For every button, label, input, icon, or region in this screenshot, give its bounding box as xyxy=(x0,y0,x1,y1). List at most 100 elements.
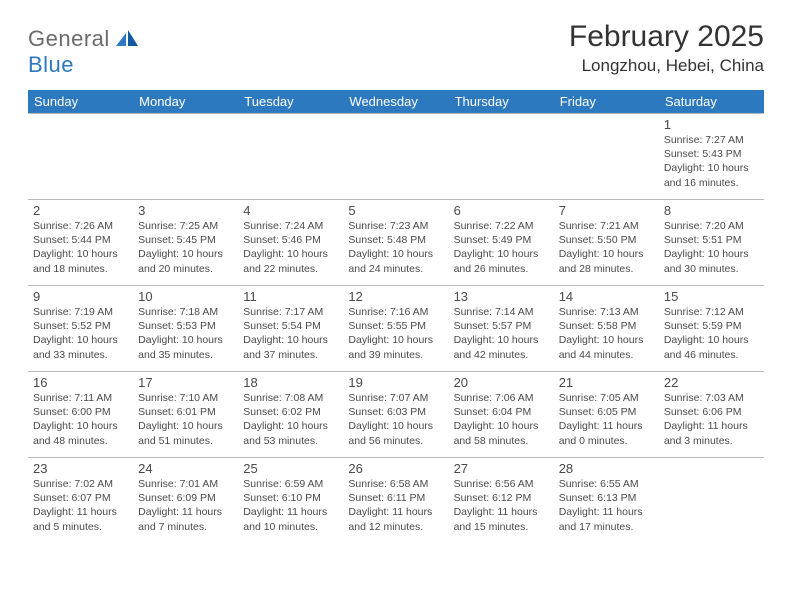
day-ss: Sunset: 6:09 PM xyxy=(138,491,233,505)
day-info: Sunrise: 7:26 AMSunset: 5:44 PMDaylight:… xyxy=(33,219,128,276)
day-dl1: Daylight: 10 hours xyxy=(348,247,443,261)
day-info: Sunrise: 7:06 AMSunset: 6:04 PMDaylight:… xyxy=(454,391,549,448)
day-info: Sunrise: 7:13 AMSunset: 5:58 PMDaylight:… xyxy=(559,305,654,362)
day-sr: Sunrise: 7:20 AM xyxy=(664,219,759,233)
day-dl2: and 33 minutes. xyxy=(33,348,128,362)
day-sr: Sunrise: 6:55 AM xyxy=(559,477,654,491)
calendar-day-cell xyxy=(554,114,659,200)
day-ss: Sunset: 6:06 PM xyxy=(664,405,759,419)
day-number: 3 xyxy=(138,203,233,218)
day-info: Sunrise: 7:02 AMSunset: 6:07 PMDaylight:… xyxy=(33,477,128,534)
day-info: Sunrise: 7:21 AMSunset: 5:50 PMDaylight:… xyxy=(559,219,654,276)
day-sr: Sunrise: 7:02 AM xyxy=(33,477,128,491)
day-dl2: and 26 minutes. xyxy=(454,262,549,276)
day-dl2: and 5 minutes. xyxy=(33,520,128,534)
day-number: 9 xyxy=(33,289,128,304)
day-ss: Sunset: 6:04 PM xyxy=(454,405,549,419)
day-sr: Sunrise: 7:24 AM xyxy=(243,219,338,233)
day-dl2: and 17 minutes. xyxy=(559,520,654,534)
day-info: Sunrise: 7:05 AMSunset: 6:05 PMDaylight:… xyxy=(559,391,654,448)
day-number: 20 xyxy=(454,375,549,390)
day-dl2: and 37 minutes. xyxy=(243,348,338,362)
day-dl1: Daylight: 10 hours xyxy=(454,333,549,347)
day-dl2: and 51 minutes. xyxy=(138,434,233,448)
day-sr: Sunrise: 7:23 AM xyxy=(348,219,443,233)
day-sr: Sunrise: 7:03 AM xyxy=(664,391,759,405)
weekday-header: Friday xyxy=(554,90,659,114)
page-header: General Blue February 2025 Longzhou, Heb… xyxy=(28,20,764,78)
day-info: Sunrise: 7:18 AMSunset: 5:53 PMDaylight:… xyxy=(138,305,233,362)
day-dl1: Daylight: 10 hours xyxy=(664,247,759,261)
day-ss: Sunset: 5:43 PM xyxy=(664,147,759,161)
day-sr: Sunrise: 7:01 AM xyxy=(138,477,233,491)
day-sr: Sunrise: 7:13 AM xyxy=(559,305,654,319)
logo-word2: Blue xyxy=(28,52,74,77)
day-number: 2 xyxy=(33,203,128,218)
day-ss: Sunset: 5:44 PM xyxy=(33,233,128,247)
day-sr: Sunrise: 7:07 AM xyxy=(348,391,443,405)
weekday-header: Sunday xyxy=(28,90,133,114)
day-dl2: and 10 minutes. xyxy=(243,520,338,534)
day-number: 24 xyxy=(138,461,233,476)
calendar-day-cell: 7Sunrise: 7:21 AMSunset: 5:50 PMDaylight… xyxy=(554,200,659,286)
weekday-header: Wednesday xyxy=(343,90,448,114)
day-dl2: and 0 minutes. xyxy=(559,434,654,448)
day-sr: Sunrise: 7:25 AM xyxy=(138,219,233,233)
calendar-head: Sunday Monday Tuesday Wednesday Thursday… xyxy=(28,90,764,114)
calendar-day-cell: 14Sunrise: 7:13 AMSunset: 5:58 PMDayligh… xyxy=(554,286,659,372)
calendar-week-row: 2Sunrise: 7:26 AMSunset: 5:44 PMDaylight… xyxy=(28,200,764,286)
day-ss: Sunset: 5:53 PM xyxy=(138,319,233,333)
day-ss: Sunset: 6:12 PM xyxy=(454,491,549,505)
day-ss: Sunset: 5:46 PM xyxy=(243,233,338,247)
calendar-day-cell: 3Sunrise: 7:25 AMSunset: 5:45 PMDaylight… xyxy=(133,200,238,286)
day-info: Sunrise: 6:59 AMSunset: 6:10 PMDaylight:… xyxy=(243,477,338,534)
day-number: 14 xyxy=(559,289,654,304)
day-dl2: and 35 minutes. xyxy=(138,348,233,362)
day-info: Sunrise: 7:20 AMSunset: 5:51 PMDaylight:… xyxy=(664,219,759,276)
weekday-header: Saturday xyxy=(659,90,764,114)
calendar-day-cell: 9Sunrise: 7:19 AMSunset: 5:52 PMDaylight… xyxy=(28,286,133,372)
day-info: Sunrise: 7:14 AMSunset: 5:57 PMDaylight:… xyxy=(454,305,549,362)
day-dl1: Daylight: 10 hours xyxy=(243,247,338,261)
day-ss: Sunset: 5:58 PM xyxy=(559,319,654,333)
day-ss: Sunset: 5:54 PM xyxy=(243,319,338,333)
day-dl1: Daylight: 10 hours xyxy=(33,333,128,347)
calendar-day-cell: 8Sunrise: 7:20 AMSunset: 5:51 PMDaylight… xyxy=(659,200,764,286)
calendar-day-cell xyxy=(28,114,133,200)
day-sr: Sunrise: 6:59 AM xyxy=(243,477,338,491)
day-ss: Sunset: 6:13 PM xyxy=(559,491,654,505)
weekday-header: Monday xyxy=(133,90,238,114)
day-info: Sunrise: 7:23 AMSunset: 5:48 PMDaylight:… xyxy=(348,219,443,276)
day-dl1: Daylight: 10 hours xyxy=(138,333,233,347)
day-dl1: Daylight: 10 hours xyxy=(348,419,443,433)
day-ss: Sunset: 5:49 PM xyxy=(454,233,549,247)
day-info: Sunrise: 7:12 AMSunset: 5:59 PMDaylight:… xyxy=(664,305,759,362)
day-number: 18 xyxy=(243,375,338,390)
day-number: 25 xyxy=(243,461,338,476)
day-ss: Sunset: 5:50 PM xyxy=(559,233,654,247)
day-dl2: and 58 minutes. xyxy=(454,434,549,448)
day-info: Sunrise: 7:22 AMSunset: 5:49 PMDaylight:… xyxy=(454,219,549,276)
day-dl1: Daylight: 10 hours xyxy=(348,333,443,347)
day-dl2: and 22 minutes. xyxy=(243,262,338,276)
calendar-day-cell: 16Sunrise: 7:11 AMSunset: 6:00 PMDayligh… xyxy=(28,372,133,458)
calendar-day-cell: 27Sunrise: 6:56 AMSunset: 6:12 PMDayligh… xyxy=(449,458,554,544)
day-sr: Sunrise: 7:21 AM xyxy=(559,219,654,233)
calendar-day-cell: 19Sunrise: 7:07 AMSunset: 6:03 PMDayligh… xyxy=(343,372,448,458)
day-dl2: and 30 minutes. xyxy=(664,262,759,276)
day-dl1: Daylight: 11 hours xyxy=(33,505,128,519)
day-dl1: Daylight: 10 hours xyxy=(454,419,549,433)
day-dl2: and 24 minutes. xyxy=(348,262,443,276)
day-number: 23 xyxy=(33,461,128,476)
logo-sail-icon xyxy=(116,30,138,46)
day-ss: Sunset: 6:05 PM xyxy=(559,405,654,419)
calendar-day-cell: 26Sunrise: 6:58 AMSunset: 6:11 PMDayligh… xyxy=(343,458,448,544)
day-dl1: Daylight: 10 hours xyxy=(559,333,654,347)
calendar-day-cell: 5Sunrise: 7:23 AMSunset: 5:48 PMDaylight… xyxy=(343,200,448,286)
calendar-day-cell: 28Sunrise: 6:55 AMSunset: 6:13 PMDayligh… xyxy=(554,458,659,544)
day-info: Sunrise: 6:58 AMSunset: 6:11 PMDaylight:… xyxy=(348,477,443,534)
day-dl2: and 7 minutes. xyxy=(138,520,233,534)
day-dl1: Daylight: 11 hours xyxy=(243,505,338,519)
calendar-day-cell: 12Sunrise: 7:16 AMSunset: 5:55 PMDayligh… xyxy=(343,286,448,372)
calendar-day-cell: 25Sunrise: 6:59 AMSunset: 6:10 PMDayligh… xyxy=(238,458,343,544)
